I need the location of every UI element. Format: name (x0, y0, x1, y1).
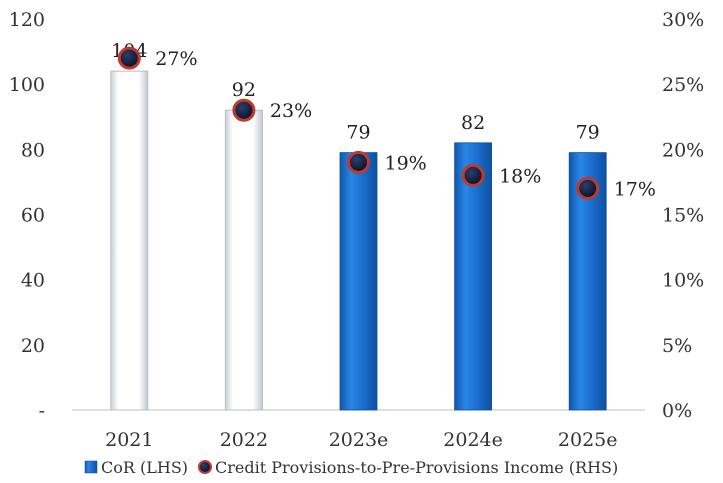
left-tick-label: 20 (21, 335, 45, 357)
marker-data-labels: 27% 23% 19% 18% 17% (155, 48, 656, 200)
marker-point (461, 163, 485, 187)
x-axis: 2021 2022 2023e 2024e 2025e (105, 429, 617, 451)
right-tick-label: 25% (662, 74, 704, 96)
marker-data-label: 23% (270, 100, 312, 122)
marker-point (232, 98, 256, 122)
x-tick-label: 2023e (329, 429, 389, 451)
right-axis: 0% 5% 10% 15% 20% 25% 30% (662, 9, 704, 422)
left-tick-label: - (39, 400, 45, 422)
x-tick-label: 2021 (105, 429, 153, 451)
left-tick-label: 100 (9, 74, 45, 96)
bar-data-label: 79 (576, 122, 600, 144)
x-tick-label: 2022 (220, 429, 268, 451)
marker-data-label: 27% (155, 48, 197, 70)
legend-swatch-cor (84, 460, 98, 474)
bar (224, 109, 263, 411)
legend-label-provisions: Credit Provisions-to-Pre-Provisions Inco… (215, 458, 618, 477)
marker-series (117, 46, 600, 200)
left-tick-label: 60 (21, 205, 45, 227)
x-tick-label: 2024e (443, 429, 503, 451)
left-tick-label: 120 (9, 9, 45, 31)
bar (110, 70, 149, 411)
right-tick-label: 5% (662, 335, 692, 357)
right-tick-label: 0% (662, 400, 692, 422)
right-tick-label: 10% (662, 270, 704, 292)
marker-data-label: 17% (614, 178, 656, 200)
bar-data-label: 92 (232, 79, 256, 101)
bar (339, 152, 378, 411)
marker-data-label: 18% (499, 165, 541, 187)
bar-series (110, 70, 607, 411)
left-axis: - 20 40 60 80 100 120 (9, 9, 45, 422)
right-tick-label: 20% (662, 139, 704, 161)
legend-label-cor: CoR (LHS) (101, 458, 188, 477)
marker-point (576, 176, 600, 200)
right-tick-label: 15% (662, 205, 704, 227)
marker-point (117, 46, 141, 70)
legend: CoR (LHS) Credit Provisions-to-Pre-Provi… (84, 458, 618, 477)
left-tick-label: 80 (21, 139, 45, 161)
bar-data-label: 82 (461, 112, 485, 134)
bar (454, 142, 493, 411)
legend-swatch-provisions (198, 460, 212, 474)
marker-data-label: 19% (385, 152, 427, 174)
marker-point (347, 150, 370, 174)
bar-data-label: 79 (346, 122, 370, 144)
x-tick-label: 2025e (558, 429, 618, 451)
right-tick-label: 30% (662, 9, 704, 31)
left-tick-label: 40 (21, 270, 45, 292)
